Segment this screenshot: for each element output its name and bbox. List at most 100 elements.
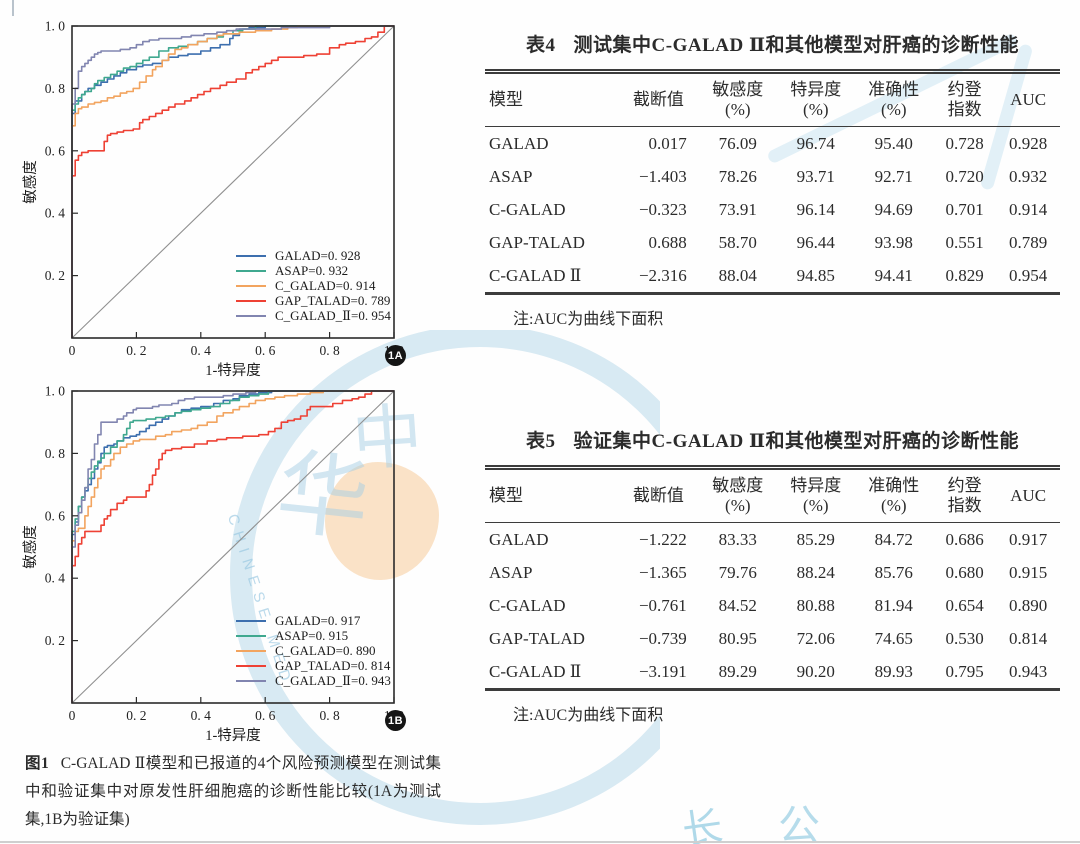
table-cell: 0.701 bbox=[945, 199, 984, 219]
legend-label: ASAP=0. 932 bbox=[275, 262, 349, 278]
roc-curve-GAP_TALAD bbox=[71, 390, 394, 703]
figure-badge-1a: 1A bbox=[385, 345, 406, 366]
col-header: 模型 bbox=[489, 90, 523, 110]
page-bottom-rule bbox=[0, 841, 1080, 843]
table4-title: 表4 测试集中C-GALAD Ⅱ和其他模型对肝癌的诊断性能 bbox=[485, 30, 1060, 57]
roc-curve-C_GALAD_Ⅱ bbox=[71, 390, 394, 703]
legend-label: ASAP=0. 915 bbox=[275, 627, 349, 643]
legend-swatch bbox=[236, 254, 266, 257]
legend-item: C_GALAD=0. 890 bbox=[236, 643, 391, 658]
table5-section: 表5 验证集中C-GALAD Ⅱ和其他模型对肝癌的诊断性能 模型 截断值 敏感度 (%)… bbox=[485, 426, 1060, 725]
table-cell: −1.403 bbox=[638, 166, 687, 186]
table4-title-text: 测试集中C-GALAD Ⅱ和其他模型对肝癌的诊断性能 bbox=[573, 35, 1019, 56]
legend-item: C_GALAD=0. 914 bbox=[236, 278, 391, 293]
table-cell: 89.29 bbox=[718, 661, 757, 681]
x-tick-label: 0. 4 bbox=[191, 343, 212, 358]
col-header: 敏感度 (%) bbox=[712, 476, 764, 516]
table-cell: 0.530 bbox=[945, 628, 984, 648]
table-cell: 0.915 bbox=[1009, 562, 1048, 582]
legend-item: GALAD=0. 928 bbox=[236, 248, 391, 263]
table-cell: C-GALAD bbox=[489, 199, 566, 219]
table-cell: 0.932 bbox=[1009, 166, 1048, 186]
table-cell: 58.70 bbox=[718, 232, 757, 252]
table-cell: 0.720 bbox=[945, 166, 984, 186]
table-cell: GALAD bbox=[489, 133, 549, 153]
figure-caption: 图1 C-GALAD Ⅱ模型和已报道的4个风险预测模型在测试集中和验证集中对原发性… bbox=[25, 750, 441, 835]
table-cell: 94.69 bbox=[874, 199, 913, 219]
table-cell: 73.91 bbox=[718, 199, 757, 219]
table4: 模型 截断值 敏感度 (%) 特异度 (%) 准确性 (%) 约登 指数 AUC GALAD 0.017… bbox=[485, 69, 1060, 296]
table-cell: 0.789 bbox=[1009, 232, 1048, 252]
legend-item: C_GALAD_Ⅱ=0. 954 bbox=[236, 308, 391, 323]
table-cell: 0.829 bbox=[945, 265, 984, 285]
table-cell: 0.654 bbox=[945, 595, 984, 615]
y-axis-label: 敏感度 bbox=[22, 160, 39, 204]
table-cell: 80.95 bbox=[718, 628, 757, 648]
legend-label: GALAD=0. 928 bbox=[275, 247, 361, 263]
table-cell: 0.686 bbox=[945, 529, 984, 549]
table-row: ASAP −1.365 79.76 88.24 85.76 0.680 0.915 bbox=[485, 556, 1060, 589]
table-cell: 88.04 bbox=[718, 265, 757, 285]
y-tick-label: 1. 0 bbox=[45, 384, 66, 399]
legend-item: ASAP=0. 932 bbox=[236, 263, 391, 278]
roc-curve-C_GALAD bbox=[71, 390, 394, 703]
col-header: 准确性 (%) bbox=[868, 80, 920, 120]
y-tick-label: 0. 8 bbox=[45, 446, 66, 461]
legend-swatch bbox=[236, 619, 266, 622]
table-cell: GAP-TALAD bbox=[489, 232, 585, 252]
watermark-glyph: 公 bbox=[778, 804, 821, 844]
header-row: 模型 截断值 敏感度 (%) 特异度 (%) 准确性 (%) 约登 指数 AUC bbox=[485, 468, 1060, 523]
legend-swatch bbox=[236, 679, 266, 682]
x-tick-label: 0. 6 bbox=[255, 708, 276, 723]
table-cell: 0.680 bbox=[945, 562, 984, 582]
table-cell: ASAP bbox=[489, 166, 533, 186]
legend-swatch bbox=[236, 269, 266, 272]
table4-note: 注:AUC为曲线下面积 bbox=[513, 311, 664, 329]
table-cell: ASAP bbox=[489, 562, 533, 582]
table-cell: −0.761 bbox=[638, 595, 687, 615]
table-cell: 85.76 bbox=[874, 562, 913, 582]
legend-label: GAP_TALAD=0. 814 bbox=[275, 657, 391, 673]
table-cell: 79.76 bbox=[718, 562, 757, 582]
table-cell: −1.365 bbox=[638, 562, 687, 582]
y-tick-label: 0. 2 bbox=[45, 268, 65, 283]
roc-plot-1a: 00. 20. 40. 60. 81. 00. 20. 40. 60. 81. … bbox=[20, 14, 460, 380]
x-tick-label: 0 bbox=[69, 343, 76, 358]
roc-curve-ASAP bbox=[71, 25, 394, 338]
x-tick-label: 0. 8 bbox=[319, 343, 340, 358]
table5-title: 表5 验证集中C-GALAD Ⅱ和其他模型对肝癌的诊断性能 bbox=[485, 426, 1060, 453]
legend-swatch bbox=[236, 314, 266, 317]
table-cell: C-GALAD bbox=[489, 595, 566, 615]
legend-swatch bbox=[236, 664, 266, 667]
table-row: C-GALAD −0.761 84.52 80.88 81.94 0.654 0.890 bbox=[485, 589, 1060, 622]
y-tick-label: 0. 6 bbox=[45, 508, 66, 523]
table5-title-label: 表5 bbox=[526, 431, 556, 452]
col-header: 截断值 bbox=[632, 486, 684, 506]
table4-title-label: 表4 bbox=[526, 35, 556, 56]
header-row: 模型 截断值 敏感度 (%) 特异度 (%) 准确性 (%) 约登 指数 AUC bbox=[485, 72, 1060, 127]
col-header: 约登 指数 bbox=[947, 476, 982, 516]
col-header: 准确性 (%) bbox=[868, 476, 920, 516]
table-cell: 0.928 bbox=[1009, 133, 1048, 153]
table-cell: 90.20 bbox=[796, 661, 835, 681]
table-cell: 88.24 bbox=[796, 562, 835, 582]
table-cell: 0.954 bbox=[1009, 265, 1048, 285]
table-cell: 96.14 bbox=[796, 199, 835, 219]
table-cell: 0.914 bbox=[1009, 199, 1048, 219]
table-cell: 96.44 bbox=[796, 232, 835, 252]
table-cell: 85.29 bbox=[796, 529, 835, 549]
table-cell: 72.06 bbox=[796, 628, 835, 648]
table-cell: 74.65 bbox=[874, 628, 913, 648]
legend-item: GAP_TALAD=0. 789 bbox=[236, 293, 391, 308]
table-cell: −1.222 bbox=[638, 529, 687, 549]
table-cell: −0.323 bbox=[638, 199, 687, 219]
table-cell: GAP-TALAD bbox=[489, 628, 585, 648]
y-axis-label: 敏感度 bbox=[22, 525, 39, 569]
roc-svg-1a: 00. 20. 40. 60. 81. 00. 20. 40. 60. 81. … bbox=[22, 19, 404, 380]
table4-section: 表4 测试集中C-GALAD Ⅱ和其他模型对肝癌的诊断性能 模型 截断值 敏感度 (%)… bbox=[485, 30, 1060, 329]
table-row: C-GALAD −0.323 73.91 96.14 94.69 0.701 0.914 bbox=[485, 193, 1060, 226]
col-header: 敏感度 (%) bbox=[712, 80, 764, 120]
legend-item: GALAD=0. 917 bbox=[236, 613, 391, 628]
col-header: AUC bbox=[1010, 486, 1047, 506]
